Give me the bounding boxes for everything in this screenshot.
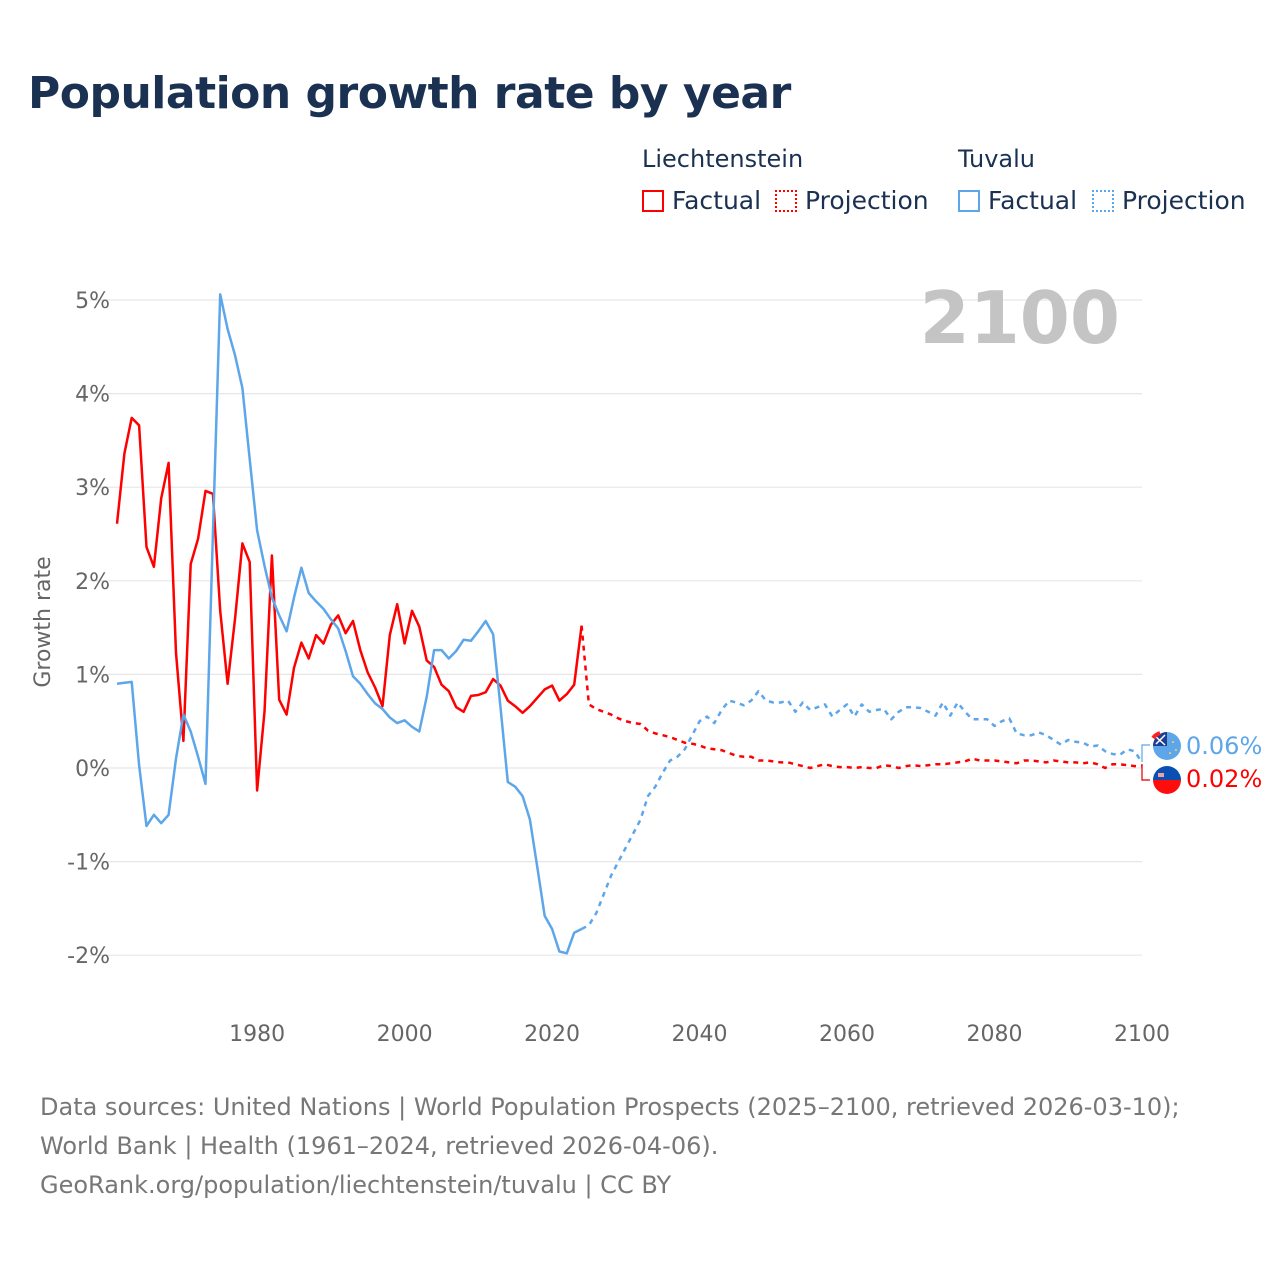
liechtenstein-flag-icon bbox=[1153, 766, 1181, 794]
x-tick-label: 2040 bbox=[672, 1022, 728, 1047]
legend-tuvalu-projection[interactable]: Projection bbox=[1092, 186, 1246, 215]
footer: Data sources: United Nations | World Pop… bbox=[40, 1088, 1240, 1205]
y-tick-label: -1% bbox=[67, 851, 110, 876]
dotted-swatch-icon bbox=[1092, 189, 1114, 212]
y-tick-label: 5% bbox=[75, 289, 110, 314]
y-tick-label: 1% bbox=[75, 663, 110, 688]
legend-tuvalu-factual[interactable]: Factual bbox=[958, 186, 1077, 215]
legend-liechtenstein-projection[interactable]: Projection bbox=[775, 186, 929, 215]
y-axis-label: Growth rate bbox=[31, 556, 56, 687]
end-label-connector bbox=[1141, 744, 1150, 781]
legend-label: Projection bbox=[805, 186, 929, 215]
liechtenstein-end-value: 0.02% bbox=[1186, 765, 1262, 793]
series-line-liechtenstein-projection bbox=[580, 625, 1142, 770]
series-line-tuvalu-factual bbox=[116, 293, 583, 955]
x-tick-label: 2020 bbox=[524, 1022, 580, 1047]
x-tick-label: 2080 bbox=[967, 1022, 1023, 1047]
y-tick-label: -2% bbox=[67, 944, 110, 969]
solid-swatch-icon bbox=[642, 189, 664, 212]
end-label-connector bbox=[1141, 764, 1150, 781]
legend-liechtenstein-factual[interactable]: Factual bbox=[642, 186, 761, 215]
legend-label: Factual bbox=[672, 186, 762, 215]
solid-swatch-icon bbox=[958, 189, 980, 212]
y-tick-label: 3% bbox=[75, 476, 110, 501]
dotted-swatch-icon bbox=[775, 189, 797, 212]
x-tick-label: 1980 bbox=[229, 1022, 285, 1047]
x-tick-label: 2100 bbox=[1114, 1022, 1170, 1047]
chart-title: Population growth rate by year bbox=[28, 68, 791, 119]
legend-label: Projection bbox=[1122, 186, 1246, 215]
series-line-tuvalu-projection bbox=[581, 689, 1144, 931]
legend-label: Factual bbox=[988, 186, 1078, 215]
x-tick-label: 2000 bbox=[377, 1022, 433, 1047]
y-tick-label: 0% bbox=[75, 757, 110, 782]
legend-group-liechtenstein: Liechtenstein bbox=[642, 145, 804, 173]
series-line-liechtenstein-factual bbox=[115, 416, 583, 792]
x-tick-label: 2060 bbox=[819, 1022, 875, 1047]
year-watermark: 2100 bbox=[920, 276, 1120, 360]
y-tick-label: 2% bbox=[75, 570, 110, 595]
legend-group-tuvalu: Tuvalu bbox=[958, 145, 1036, 173]
tuvalu-end-value: 0.06% bbox=[1186, 732, 1262, 760]
credit-link[interactable]: GeoRank.org/population/liechtenstein/tuv… bbox=[40, 1171, 672, 1199]
data-sources: Data sources: United Nations | World Pop… bbox=[40, 1093, 1180, 1160]
y-tick-label: 4% bbox=[75, 383, 110, 408]
tuvalu-flag-icon bbox=[1151, 731, 1181, 760]
